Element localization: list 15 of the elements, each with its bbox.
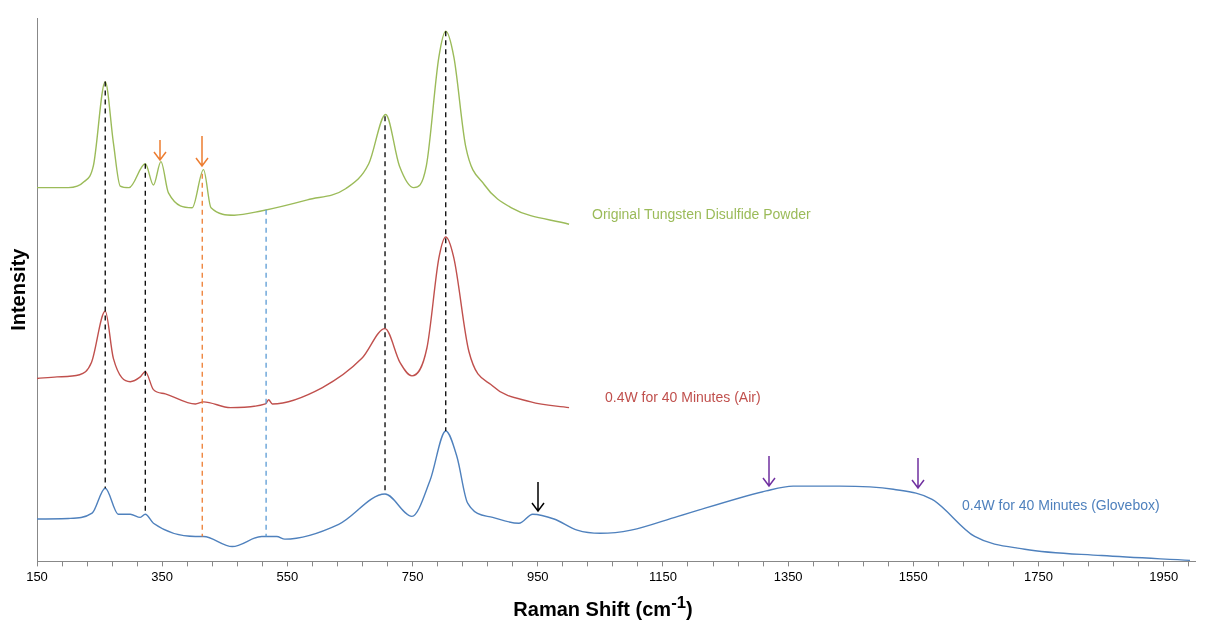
series-label: Original Tungsten Disulfide Powder [592,205,812,222]
series-label: 0.4W for 40 Minutes (Glovebox) [962,496,1160,513]
x-tick-label: 750 [401,568,424,584]
x-tick-label: 1150 [648,568,677,584]
x-tick-label: 1550 [898,568,928,584]
text: 0.4W for 40 Minutes (Air) [605,388,761,405]
x-tick-label: 550 [276,568,299,584]
x-tick-label: 1750 [1024,568,1053,584]
x-tick-label: 950 [526,568,549,584]
y-axis-title: Intensity [6,247,29,331]
x-tick-label: 1350 [773,568,803,584]
x-axis-title: Raman Shift (cm$^{-1}$) [512,593,694,622]
x-tick-label: 150 [26,568,48,584]
x-tick-label: 1950 [1149,568,1179,584]
x-tick-label: 350 [151,568,174,584]
